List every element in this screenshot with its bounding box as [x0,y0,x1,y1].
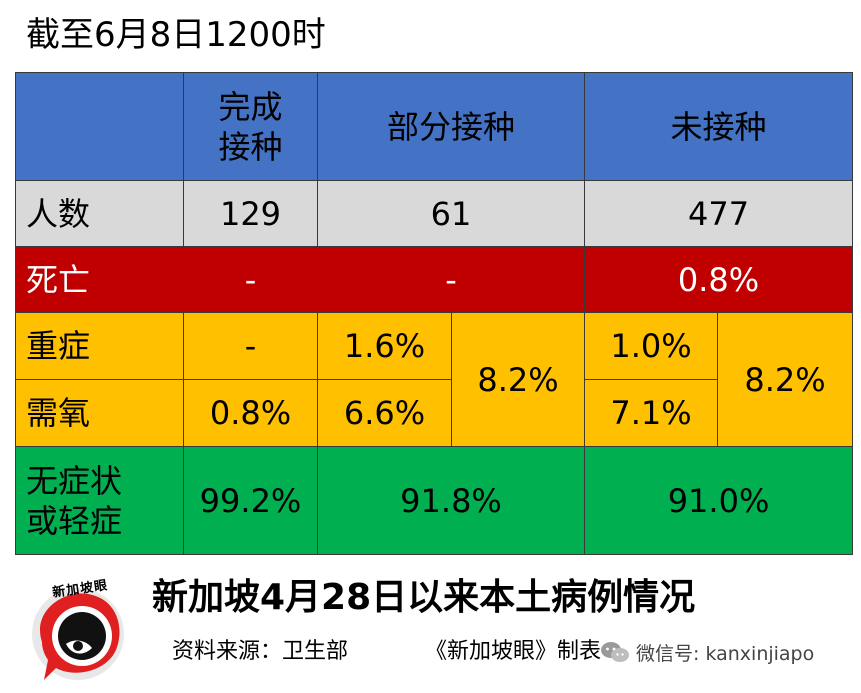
severe-complete: - [183,312,318,380]
mild-label: 无症状 或轻症 [15,446,184,555]
count-partial: 61 [316,180,586,247]
death-none: 0.8% [584,246,854,313]
death-complete: - [183,246,318,313]
count-none: 477 [584,180,854,247]
combined-none: 8.2% [717,312,854,447]
severe-none: 1.0% [584,312,719,380]
oxygen-complete: 0.8% [183,379,318,447]
death-label: 死亡 [15,246,184,313]
chart-subtitle: 新加坡4月28日以来本土病例情况 [152,577,696,618]
header-empty-cell [15,72,184,181]
header-partial: 部分接种 [316,72,586,181]
wechat-watermark: 微信号: kanxinjiapo [600,636,814,668]
mild-complete: 99.2% [183,446,318,555]
mild-none: 91.0% [584,446,854,555]
vaccination-outcome-table: 完成 接种 部分接种 未接种 人数 129 61 477 死亡 - - 0.8% … [15,72,854,555]
severe-partial: 1.6% [317,312,452,380]
source-note: 资料来源：卫生部 [172,639,349,664]
wechat-id: 微信号: kanxinjiapo [636,642,815,665]
mild-partial: 91.8% [316,446,586,555]
page-title: 截至6月8日1200时 [26,15,326,55]
header-none: 未接种 [584,72,854,181]
header-complete: 完成 接种 [183,72,318,181]
wechat-icon [601,642,629,662]
logo-icon [32,588,124,680]
oxygen-row: 需氧 0.8% 6.6% 7.1% [15,379,853,447]
severe-label: 重症 [15,312,184,380]
mild-row: 无症状 或轻症 99.2% 91.8% 91.0% [15,446,854,555]
combined-partial: 8.2% [450,312,586,447]
death-row: 死亡 - - 0.8% [15,246,854,313]
oxygen-label: 需氧 [15,379,184,447]
severe-row: 重症 - 1.6% 8.2% 1.0% 8.2% [15,312,854,447]
count-complete: 129 [183,180,318,247]
count-label: 人数 [15,180,184,247]
header-row: 完成 接种 部分接种 未接种 [15,72,854,181]
oxygen-partial: 6.6% [317,379,452,447]
credit-note: 《新加坡眼》制表 [425,639,602,664]
oxygen-none: 7.1% [584,379,719,447]
death-partial: - [316,246,586,313]
count-row: 人数 129 61 477 [15,180,854,247]
